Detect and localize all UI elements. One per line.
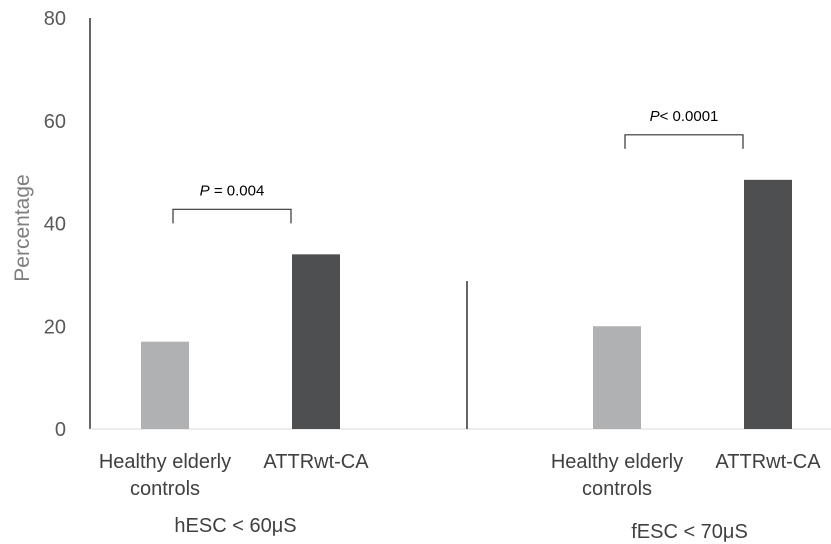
p-value-label: P< 0.0001 [650,108,719,125]
y-tick-label: 80 [44,8,66,30]
y-tick-label: 20 [44,316,66,338]
group-label: hESC < 60μS [174,515,296,537]
bars [141,179,792,429]
bar-attrwt-ca-group-1 [292,254,340,429]
category-label: Healthy elderly controls [99,451,231,500]
y-tick-label: 60 [44,111,66,133]
bar-attrwt-ca-group-2 [744,179,792,429]
category-label: ATTRwt-CA [715,451,821,473]
significance-bracket [624,134,744,149]
significance-annotations: P = 0.004 P< 0.0001 [172,108,744,224]
p-value-label: P = 0.004 [200,182,265,199]
y-axis-title: Percentage [11,174,34,281]
bar-healthy-controls-group-2 [593,326,641,429]
y-tick-label: 40 [44,214,66,236]
category-label: ATTRwt-CA [263,451,369,473]
y-tick-label: 0 [55,419,66,441]
category-labels: Healthy elderly controls ATTRwt-CA hESC < 6… [99,451,821,543]
y-axis: 0 20 40 60 80 Percentage [11,8,831,441]
group-label: fESC < 70μS [631,521,748,543]
significance-bracket [172,208,292,224]
bar-healthy-controls-group-1 [141,341,189,429]
category-label: Healthy elderly controls [551,451,683,500]
